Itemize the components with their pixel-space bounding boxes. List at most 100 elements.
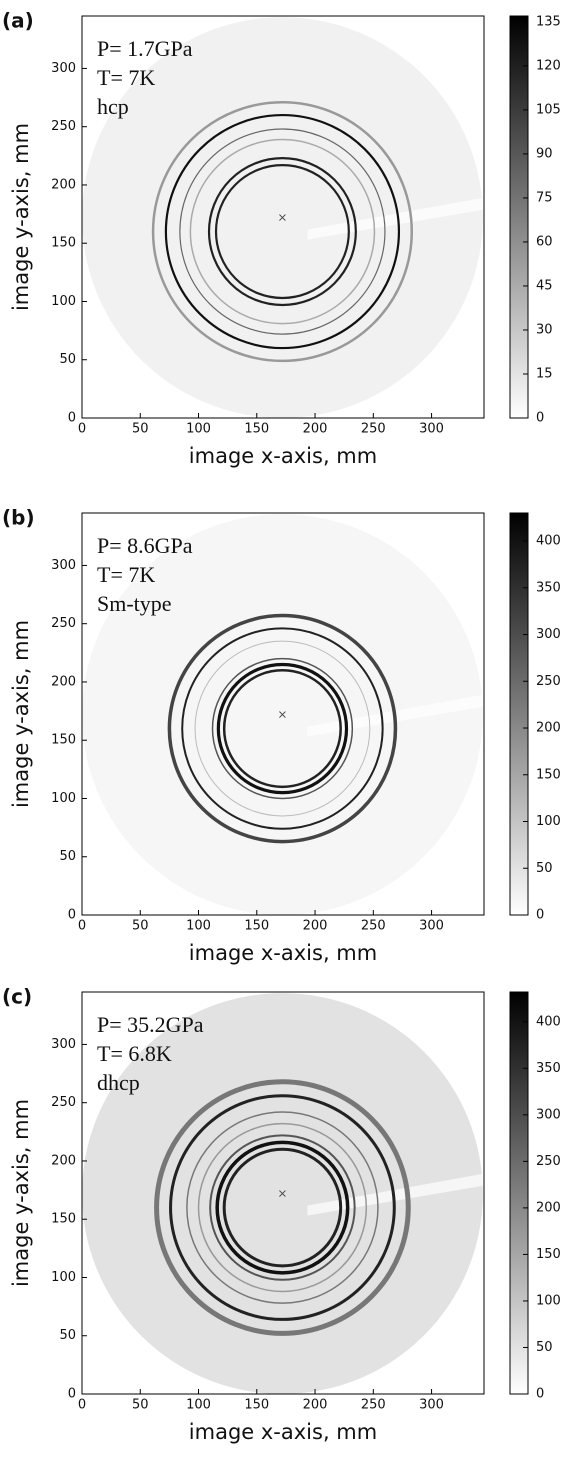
diffraction-ring (222, 669, 342, 789)
colorbar-tick-label: 105 (536, 102, 561, 117)
colorbar-tick-label: 300 (536, 627, 561, 642)
y-tick-label: 100 (51, 791, 76, 806)
annotation: hcp (97, 94, 129, 119)
annotation: T= 7K (97, 65, 155, 90)
annotation: dhcp (97, 1070, 140, 1095)
x-tick-label: 150 (244, 422, 269, 437)
diffraction-ring (215, 1140, 350, 1275)
x-tick-label: 200 (303, 919, 328, 934)
colorbar-tick-label: 45 (536, 278, 553, 293)
colorbar (509, 15, 529, 419)
plot-frame (81, 512, 485, 916)
annotation: P= 35.2GPa (97, 1012, 204, 1037)
panel-label: (c) (2, 985, 32, 1009)
diffraction-ring (216, 662, 349, 795)
x-tick-label: 0 (78, 422, 86, 437)
diffraction-ring (209, 1134, 356, 1281)
annotation: P= 8.6GPa (97, 533, 193, 558)
diffraction-ring (197, 1122, 368, 1293)
colorbar-tick-label: 0 (536, 411, 544, 426)
plot-frame (81, 15, 485, 419)
x-tick-label: 300 (419, 919, 444, 934)
colorbar-tick-label: 135 (536, 14, 561, 29)
x-tick-label: 300 (419, 422, 444, 437)
x-tick-label: 200 (303, 422, 328, 437)
y-tick-label: 250 (51, 616, 76, 631)
y-tick-label: 0 (68, 1387, 76, 1402)
y-tick-label: 250 (51, 119, 76, 134)
x-tick-label: 0 (78, 919, 86, 934)
colorbar-tick-label: 60 (536, 234, 553, 249)
y-tick-label: 300 (51, 1037, 76, 1052)
centre-cross (279, 214, 286, 221)
y-tick-label: 0 (68, 908, 76, 923)
y-tick-label: 200 (51, 674, 76, 689)
diffraction-ring (194, 640, 371, 817)
panel: 0 50 100 150 200 250 300050100150200250300imag… (2, 506, 561, 966)
colorbar-tick-label: 15 (536, 366, 553, 381)
colorbar-tick-label: 0 (536, 908, 544, 923)
diffraction-ring (154, 1079, 411, 1336)
y-tick-label: 50 (59, 849, 76, 864)
diffraction-ring (186, 1111, 379, 1304)
colorbar (509, 991, 529, 1395)
colorbar-tick-label: 300 (536, 1107, 561, 1122)
plot-frame (81, 991, 485, 1395)
y-tick-label: 50 (59, 352, 76, 367)
colorbar-tick-label: 0 (536, 1387, 544, 1402)
colorbar-tick-label: 30 (536, 322, 553, 337)
x-tick-label: 50 (132, 422, 149, 437)
colorbar-tick-label: 75 (536, 190, 553, 205)
colorbar-tick-label: 350 (536, 1061, 561, 1076)
y-tick-label: 200 (51, 1153, 76, 1168)
colorbar-tick-label: 50 (536, 1340, 553, 1355)
y-axis-label: image y-axis, mm (9, 620, 33, 808)
colorbar-tick-label: 200 (536, 721, 561, 736)
diffraction-ring (222, 1147, 343, 1268)
x-tick-label: 100 (186, 1398, 211, 1413)
colorbar-tick-label: 400 (536, 1014, 561, 1029)
y-tick-label: 150 (51, 236, 76, 251)
x-tick-label: 0 (78, 1398, 86, 1413)
y-tick-label: 100 (51, 1270, 76, 1285)
colorbar-tick-label: 150 (536, 1247, 561, 1262)
y-tick-label: 200 (51, 177, 76, 192)
y-tick-label: 300 (51, 61, 76, 76)
beam-streak (307, 197, 484, 240)
diffraction-ring (164, 113, 401, 350)
colorbar-tick-label: 200 (536, 1200, 561, 1215)
diffraction-ring (179, 128, 386, 335)
x-tick-label: 150 (244, 919, 269, 934)
y-tick-label: 150 (51, 1212, 76, 1227)
x-tick-label: 300 (419, 1398, 444, 1413)
x-axis-label: image x-axis, mm (189, 941, 377, 965)
annotation: Sm-type (97, 591, 172, 616)
x-tick-label: 100 (186, 422, 211, 437)
x-tick-label: 50 (132, 919, 149, 934)
colorbar-tick-label: 150 (536, 767, 561, 782)
diffraction-ring (169, 1094, 396, 1321)
colorbar-tick-label: 350 (536, 580, 561, 595)
centre-cross (279, 711, 286, 718)
diffraction-ring (211, 657, 354, 800)
colorbar-tick-label: 100 (536, 1293, 561, 1308)
colorbar-tick-label: 100 (536, 814, 561, 829)
y-tick-label: 50 (59, 1328, 76, 1343)
x-tick-label: 100 (186, 919, 211, 934)
panel-label: (a) (2, 9, 34, 33)
y-tick-label: 300 (51, 558, 76, 573)
colorbar-tick-label: 50 (536, 861, 553, 876)
colorbar (509, 512, 529, 916)
colorbar-tick-label: 400 (536, 534, 561, 549)
x-tick-label: 250 (361, 422, 386, 437)
diffraction-ring (167, 613, 398, 844)
y-axis-label: image y-axis, mm (9, 1099, 33, 1287)
x-axis-label: image x-axis, mm (189, 1420, 377, 1444)
y-axis-label: image y-axis, mm (9, 123, 33, 311)
panel: 0 50 100 150 200 250 300050100150200250300imag… (2, 9, 561, 469)
panel: 0 50 100 150 200 250 300050100150200250300imag… (2, 985, 561, 1445)
colorbar-tick-label: 250 (536, 1154, 561, 1169)
diffraction-ring (181, 627, 384, 830)
annotation: P= 1.7GPa (97, 36, 193, 61)
x-tick-label: 200 (303, 1398, 328, 1413)
